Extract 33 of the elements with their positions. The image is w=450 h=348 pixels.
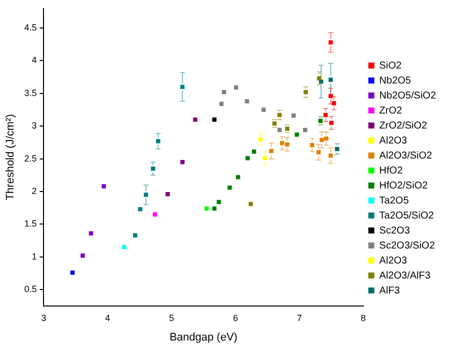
y-axis-title: Threshold (J/cm²) [4, 114, 17, 200]
legend-label: HfO2/SiO2 [379, 180, 428, 192]
legend-label: Nb2O5 [379, 75, 412, 86]
x-tick-label: 3 [41, 312, 46, 323]
legend-label: Al2O3/SiO2 [379, 150, 433, 162]
legend-label: Sc2O3/SiO2 [379, 240, 436, 252]
y-tick-label: 2.5 [24, 153, 37, 164]
y-tick-label: 4 [32, 55, 37, 66]
y-tick-label: 4.5 [24, 22, 37, 33]
legend-label: Ta2O5 [379, 195, 410, 206]
legend-label: AlF3 [379, 285, 400, 296]
legend-label: Al2O3 [379, 255, 408, 266]
y-tick-label: 0.5 [24, 284, 37, 294]
legend-label: Sc2O3 [379, 225, 410, 236]
x-tick-label: 8 [360, 312, 366, 323]
y-tick-label: 2 [32, 186, 37, 196]
x-tick-label: 5 [169, 312, 174, 323]
x-tick-label: 6 [232, 312, 238, 323]
x-axis-title: Bandgap (eV) [170, 331, 238, 344]
x-tick-label: 7 [296, 312, 302, 323]
legend-label: ZrO2 [379, 105, 403, 116]
legend-label: Al2O3 [379, 135, 408, 146]
legend-label: Al2O3/AlF3 [379, 270, 431, 282]
y-tick-label: 3 [32, 120, 37, 131]
legend-label: HfO2 [379, 165, 404, 176]
legend-label: ZrO2/SiO2 [379, 120, 428, 132]
legend-label: Nb2O5/SiO2 [379, 90, 436, 102]
legend-label: SiO2 [379, 60, 402, 72]
y-tick-label: 1.5 [24, 218, 37, 229]
y-tick-label: 1 [32, 251, 37, 262]
y-tick-label: 3.5 [24, 88, 37, 98]
legend-label: Ta2O5/SiO2 [379, 210, 434, 222]
x-tick-label: 4 [105, 312, 110, 323]
